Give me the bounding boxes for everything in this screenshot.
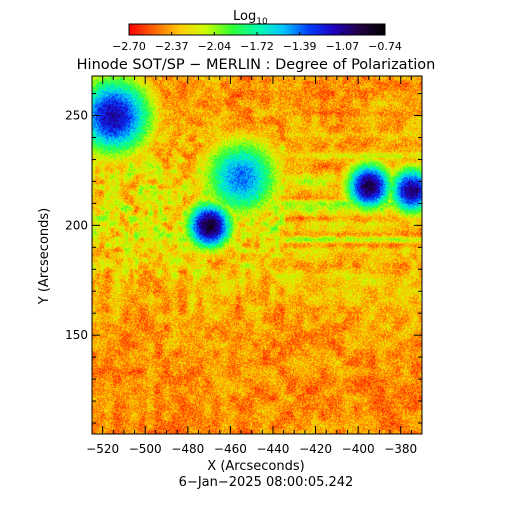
x-axis: −520 −500 −480 −460 −440 −420 −400 −380 xyxy=(86,76,423,456)
x-tick-label: −500 xyxy=(129,442,162,456)
y-tick-label: 250 xyxy=(65,109,88,123)
y-axis: 150 200 250 xyxy=(65,93,422,424)
x-tick-label: −460 xyxy=(214,442,247,456)
colorbar: Log10 −2.70 −2.37 −2.04 −1.72 −1.39 −1.07 −0.7… xyxy=(112,9,402,53)
x-tick-label: −480 xyxy=(171,442,204,456)
heatmap-image xyxy=(92,76,422,434)
heatmap xyxy=(91,75,423,435)
colorbar-ticks: −2.70 −2.37 −2.04 −1.72 −1.39 −1.07 −0.74 xyxy=(112,32,402,53)
x-axis-label: X (Arcseconds) xyxy=(207,459,304,474)
plot-frame xyxy=(91,75,423,435)
timestamp: 6−Jan−2025 08:00:05.242 xyxy=(179,475,354,490)
x-tick-label: −420 xyxy=(299,442,332,456)
y-axis-label: Y (Arcseconds) xyxy=(37,208,52,305)
colorbar-tick-label: −1.39 xyxy=(283,40,317,53)
chart-title: Hinode SOT/SP − MERLIN : Degree of Polar… xyxy=(77,57,436,73)
x-tick-label: −380 xyxy=(384,442,417,456)
y-tick-label: 150 xyxy=(65,328,88,342)
x-tick-label: −520 xyxy=(86,442,119,456)
colorbar-tick-label: −2.37 xyxy=(155,40,189,53)
x-tick-label: −400 xyxy=(342,442,375,456)
colorbar-tick-label: −2.70 xyxy=(112,40,146,53)
y-tick-label: 200 xyxy=(65,218,88,232)
colorbar-tick-label: −2.04 xyxy=(197,40,231,53)
colorbar-tick-label: −1.72 xyxy=(240,40,274,53)
colorbar-label: Log10 xyxy=(233,9,268,27)
colorbar-tick-label: −1.07 xyxy=(325,40,359,53)
x-tick-label: −440 xyxy=(256,442,289,456)
colorbar-tick-label: −0.74 xyxy=(368,40,402,53)
